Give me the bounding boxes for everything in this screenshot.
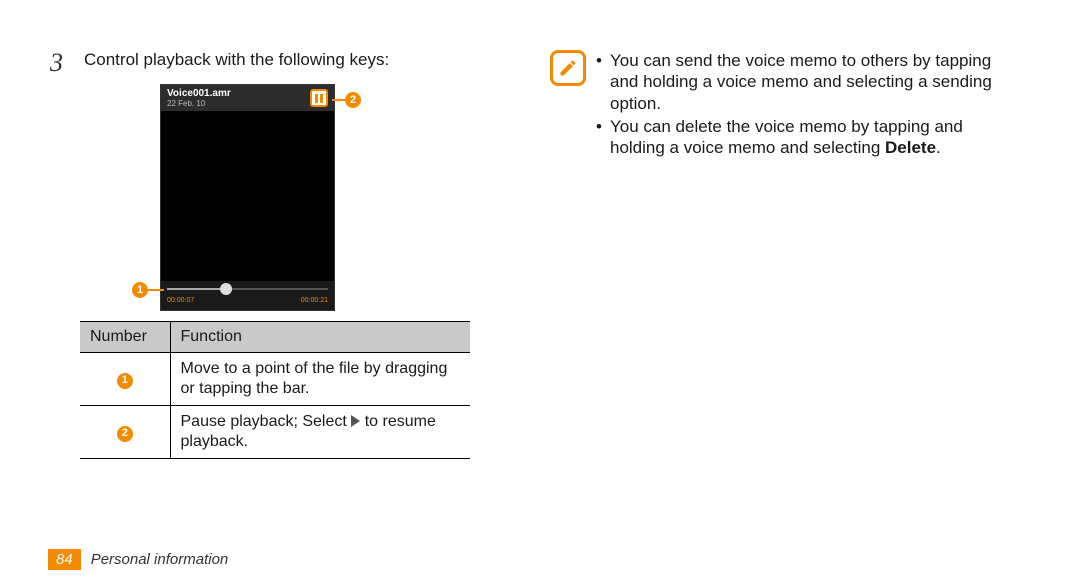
right-column: You can send the voice memo to others by… [550, 50, 1020, 459]
note-list: You can send the voice memo to others by… [596, 50, 1020, 160]
cell-fn: Pause playback; Select to resume playbac… [170, 406, 470, 459]
left-column: 3 Control playback with the following ke… [50, 50, 490, 459]
callout-2: 2 [345, 92, 361, 108]
page-footer: 84 Personal information [48, 549, 228, 570]
step-number: 3 [50, 50, 72, 76]
voice-filename: Voice001.amr [167, 88, 231, 99]
badge-1: 1 [117, 373, 133, 389]
note-block: You can send the voice memo to others by… [550, 50, 1020, 160]
track-thumb-icon[interactable] [220, 283, 232, 295]
section-title: Personal information [91, 551, 229, 568]
time-elapsed: 00:00:07 [167, 297, 194, 304]
fn-text-before: Pause playback; Select [181, 413, 352, 430]
time-row: 00:00:07 00:00:21 [167, 297, 328, 304]
note-item: You can send the voice memo to others by… [596, 50, 1020, 114]
table-row: 1 Move to a point of the file by draggin… [80, 353, 470, 406]
pause-bar-icon [315, 94, 318, 103]
phone-title-block: Voice001.amr 22 Feb. 10 [167, 88, 231, 108]
function-table: Number Function 1 Move to a point of the… [80, 321, 470, 459]
phone-body [161, 111, 334, 281]
track-fill [167, 288, 223, 290]
time-total: 00:00:21 [301, 297, 328, 304]
table-row: 2 Pause playback; Select to resume playb… [80, 406, 470, 459]
note-icon [550, 50, 586, 86]
pause-bar-icon [320, 94, 323, 103]
phone-header: Voice001.amr 22 Feb. 10 [161, 85, 334, 111]
voice-date: 22 Feb. 10 [167, 99, 231, 108]
progress-track[interactable] [167, 285, 328, 293]
phone-screenshot-wrap: Voice001.amr 22 Feb. 10 [160, 84, 420, 311]
pause-button[interactable] [310, 89, 328, 107]
progress-area: 00:00:07 00:00:21 [161, 281, 334, 310]
note-text-after: . [936, 138, 941, 157]
callout-1: 1 [132, 282, 148, 298]
header-number: Number [80, 322, 170, 353]
phone-screenshot: Voice001.amr 22 Feb. 10 [160, 84, 335, 311]
cell-fn: Move to a point of the file by dragging … [170, 353, 470, 406]
page-number: 84 [48, 549, 81, 570]
note-item: You can delete the voice memo by tapping… [596, 116, 1020, 159]
callout-1-line [148, 289, 164, 291]
pencil-note-icon [558, 58, 578, 78]
cell-num: 2 [80, 406, 170, 459]
play-icon [351, 415, 360, 427]
callout-2-line [332, 99, 346, 101]
cell-num: 1 [80, 353, 170, 406]
table-header-row: Number Function [80, 322, 470, 353]
note-text-bold: Delete [885, 138, 936, 157]
page-layout: 3 Control playback with the following ke… [0, 0, 1080, 459]
step-text: Control playback with the following keys… [84, 50, 389, 70]
step-row: 3 Control playback with the following ke… [50, 50, 490, 76]
header-function: Function [170, 322, 470, 353]
badge-2: 2 [117, 426, 133, 442]
